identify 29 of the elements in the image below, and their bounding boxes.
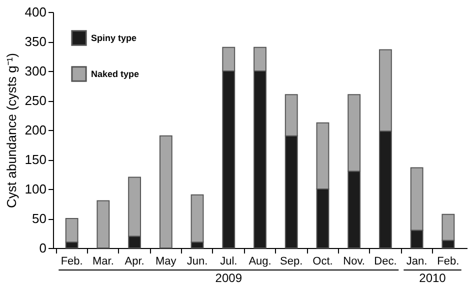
x-tick-label: Oct. — [312, 256, 333, 268]
y-tick-label: 0 — [39, 240, 46, 256]
x-tick-label: May — [156, 256, 177, 268]
y-tick-label: 400 — [24, 4, 46, 20]
x-tick-label: Aug. — [248, 256, 272, 268]
x-tick-label: Jul. — [220, 256, 238, 268]
x-tick-label: Jun. — [186, 256, 208, 268]
x-tick-label: Feb. — [60, 256, 83, 268]
legend-label: Spiny type — [91, 33, 137, 43]
y-tick-label: 200 — [24, 122, 46, 138]
x-tick-label: Nov. — [343, 256, 365, 268]
y-axis-title: Cyst abundance (cysts g⁻¹) — [4, 52, 19, 208]
y-tick-label: 100 — [24, 182, 46, 196]
x-tick-label: Dec. — [374, 256, 397, 268]
x-tick-label: Mar. — [92, 256, 114, 268]
bar — [96, 200, 110, 248]
y-tick-label: 50 — [32, 211, 46, 226]
x-tick-label: Sep. — [280, 256, 303, 268]
y-tick-label: 300 — [24, 64, 46, 78]
y-tick-label: 250 — [24, 93, 46, 108]
x-tick-label: Apr. — [124, 256, 144, 268]
x-tick-label: Jan. — [406, 256, 428, 268]
legend-label: Naked type — [91, 69, 140, 79]
bar — [159, 135, 172, 248]
x-tick-label: Feb. — [437, 256, 460, 268]
y-tick-label: 150 — [24, 152, 46, 167]
text: 2009 — [215, 271, 242, 285]
text: 2010 — [419, 271, 446, 285]
y-tick-label: 350 — [24, 34, 46, 49]
